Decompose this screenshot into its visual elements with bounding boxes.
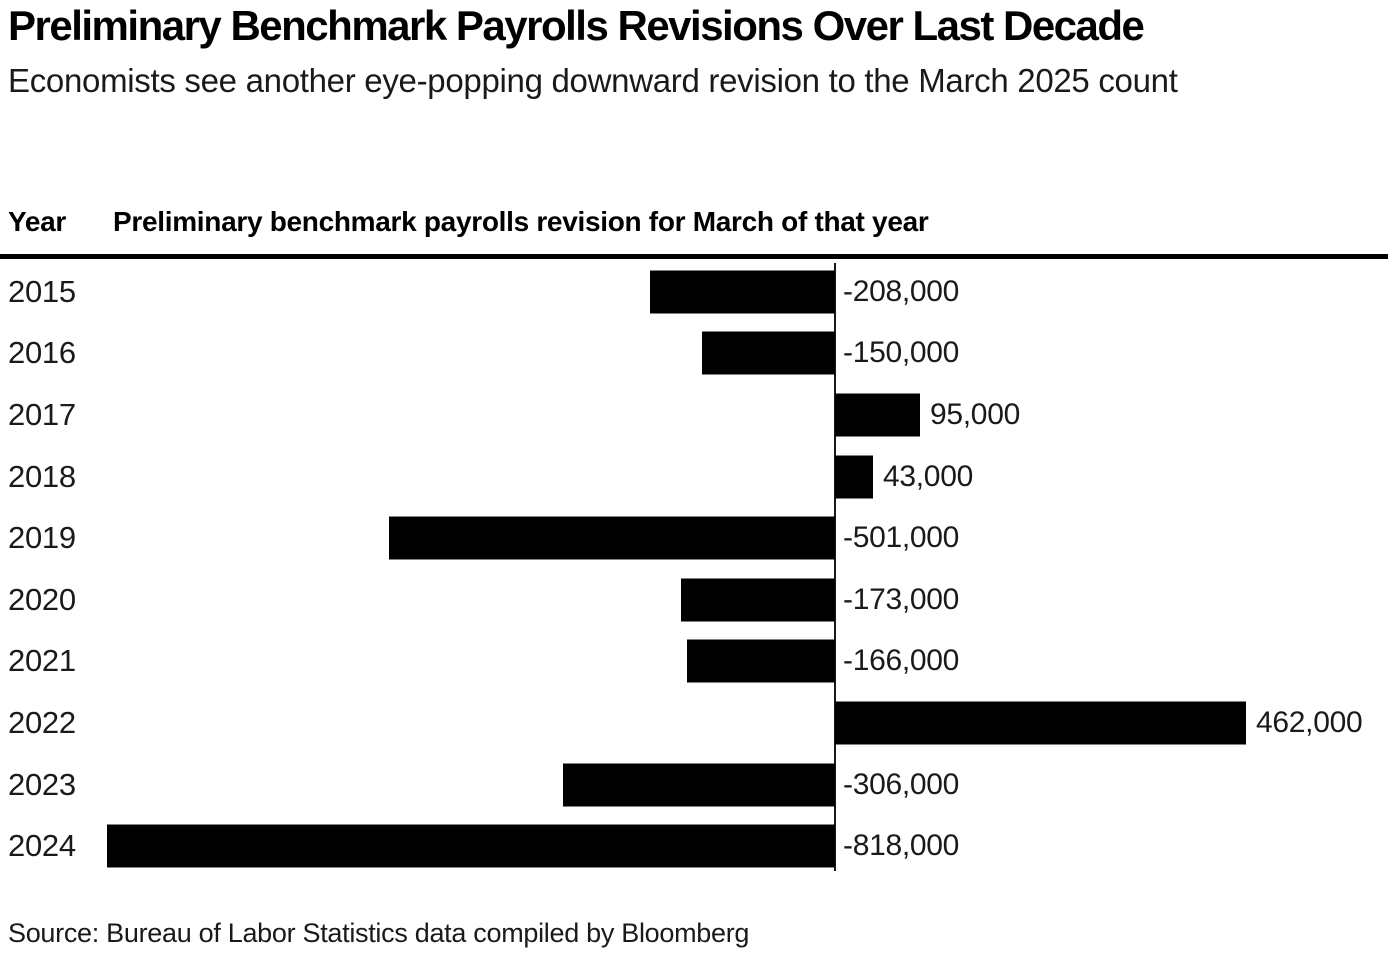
bar xyxy=(835,455,873,499)
year-label: 2020 xyxy=(8,581,76,617)
chart-row: 2023 -306,000 xyxy=(0,754,1388,816)
value-label: -818,000 xyxy=(843,829,960,863)
bar xyxy=(563,763,835,807)
year-label: 2023 xyxy=(8,766,76,802)
year-label: 2017 xyxy=(8,396,76,432)
zero-axis-line xyxy=(834,263,836,871)
chart-row: 2020 -173,000 xyxy=(0,569,1388,631)
value-label: -173,000 xyxy=(843,582,960,616)
bar xyxy=(650,270,835,314)
bar xyxy=(835,701,1246,745)
chart-row: 2022 462,000 xyxy=(0,692,1388,754)
value-label: -306,000 xyxy=(843,767,960,801)
bar xyxy=(681,578,835,622)
bar xyxy=(389,516,835,560)
bar-chart: 2015 -208,000 2016 -150,000 2017 95,000 2018 43… xyxy=(0,261,1388,877)
year-label: 2016 xyxy=(8,335,76,371)
year-label: 2018 xyxy=(8,458,76,494)
bar xyxy=(687,639,835,683)
bar xyxy=(107,824,835,868)
source-note: Source: Bureau of Labor Statistics data … xyxy=(8,918,750,948)
value-label: 43,000 xyxy=(883,459,973,493)
year-label: 2015 xyxy=(8,273,76,309)
value-label: -166,000 xyxy=(843,644,960,678)
value-label: -208,000 xyxy=(843,274,960,308)
value-label: -150,000 xyxy=(843,336,960,370)
year-label: 2019 xyxy=(8,520,76,556)
header-rule xyxy=(0,254,1388,259)
chart-row: 2021 -166,000 xyxy=(0,631,1388,693)
bar xyxy=(835,393,920,437)
chart-row: 2019 -501,000 xyxy=(0,507,1388,569)
chart-row: 2017 95,000 xyxy=(0,384,1388,446)
year-label: 2022 xyxy=(8,704,76,740)
column-header-value: Preliminary benchmark payrolls revision … xyxy=(113,206,929,237)
chart-title: Preliminary Benchmark Payrolls Revisions… xyxy=(8,2,1145,49)
bar xyxy=(702,331,835,375)
chart-row: 2016 -150,000 xyxy=(0,323,1388,385)
chart-subtitle: Economists see another eye-popping downw… xyxy=(8,62,1178,99)
chart-rows: 2015 -208,000 2016 -150,000 2017 95,000 2018 43… xyxy=(0,261,1388,877)
column-header-year: Year xyxy=(8,206,66,237)
year-label: 2021 xyxy=(8,643,76,679)
chart-row: 2015 -208,000 xyxy=(0,261,1388,323)
value-label: 462,000 xyxy=(1256,705,1363,739)
chart-row: 2018 43,000 xyxy=(0,446,1388,508)
year-label: 2024 xyxy=(8,828,76,864)
value-label: 95,000 xyxy=(930,397,1020,431)
chart-row: 2024 -818,000 xyxy=(0,815,1388,877)
value-label: -501,000 xyxy=(843,521,960,555)
